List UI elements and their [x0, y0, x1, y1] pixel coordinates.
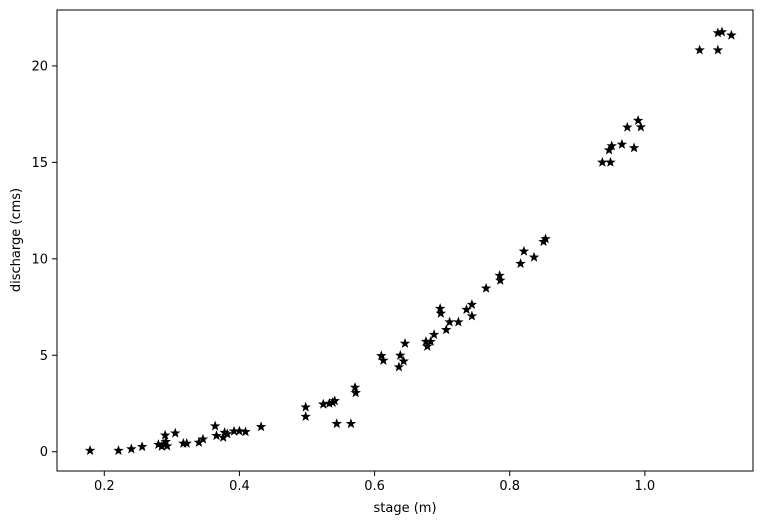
data-point-star: [161, 440, 173, 451]
data-point-star: [234, 425, 245, 436]
data-point-star: [435, 307, 447, 318]
data-point-star: [616, 138, 628, 149]
data-point-star: [222, 428, 233, 439]
x-tick-label: 0.4: [229, 479, 250, 494]
data-point-star: [540, 233, 551, 244]
data-point-star: [716, 26, 728, 37]
data-point-star: [160, 436, 172, 447]
data-point-star: [515, 258, 526, 269]
data-point-star: [345, 418, 357, 429]
data-point-star: [605, 156, 616, 167]
data-point-star: [632, 115, 644, 125]
data-point-star: [395, 349, 406, 360]
y-tick-label: 0: [40, 445, 48, 460]
y-tick-label: 5: [40, 349, 48, 364]
data-point-star: [399, 338, 411, 348]
data-point-star: [197, 433, 209, 444]
y-tick-label: 15: [31, 156, 48, 171]
data-point-star: [622, 121, 633, 132]
data-point-star: [528, 251, 540, 262]
x-tick-label: 0.8: [499, 479, 520, 494]
data-point-star: [331, 418, 342, 429]
data-point-star: [606, 140, 617, 151]
data-point-star: [181, 437, 192, 448]
data-point-star: [378, 355, 389, 365]
data-point-star: [170, 427, 181, 438]
data-point-star: [480, 282, 492, 293]
data-point-star: [350, 387, 361, 398]
data-point-star: [518, 245, 530, 256]
y-tick-label: 20: [31, 59, 48, 74]
data-point-star: [422, 340, 433, 351]
x-axis-label: stage (m): [373, 501, 436, 516]
data-point-star: [635, 121, 647, 132]
y-tick-label: 10: [31, 252, 48, 267]
data-point-star: [84, 445, 96, 455]
data-point-star: [300, 411, 311, 422]
data-point-star: [211, 430, 222, 441]
data-point-star: [712, 44, 724, 55]
x-tick-label: 1.0: [635, 479, 656, 494]
data-point-star: [376, 350, 387, 361]
data-point-star: [425, 336, 436, 346]
x-tick-label: 0.2: [94, 479, 115, 494]
data-point-star: [466, 310, 478, 321]
y-axis-label: discharge (cms): [9, 188, 24, 292]
data-point-star: [255, 421, 267, 432]
data-point-star: [393, 361, 405, 372]
data-point-star: [428, 329, 440, 340]
data-point-star: [441, 324, 452, 335]
data-point-star: [694, 44, 705, 55]
data-point-star: [466, 299, 478, 309]
data-point-star: [113, 445, 124, 455]
x-axis: 0.2 0.4 0.6 0.8 1.0: [94, 471, 655, 494]
data-point-star: [495, 274, 506, 285]
data-point-star: [398, 355, 409, 366]
data-point-star: [329, 395, 340, 406]
data-point-star: [300, 401, 311, 412]
data-point-star: [444, 316, 455, 327]
data-point-star: [240, 426, 251, 437]
plot-area: [56, 9, 754, 472]
data-point-star: [726, 29, 737, 40]
data-point-star: [209, 420, 221, 431]
data-point-star: [136, 441, 148, 452]
data-point-star: [159, 429, 171, 440]
data-points: [84, 26, 737, 455]
data-point-star: [628, 142, 640, 153]
data-point-star: [126, 443, 137, 454]
x-tick-label: 0.6: [364, 479, 385, 494]
data-point-star: [453, 316, 464, 327]
y-axis: 0 5 10 15 20: [31, 59, 57, 460]
